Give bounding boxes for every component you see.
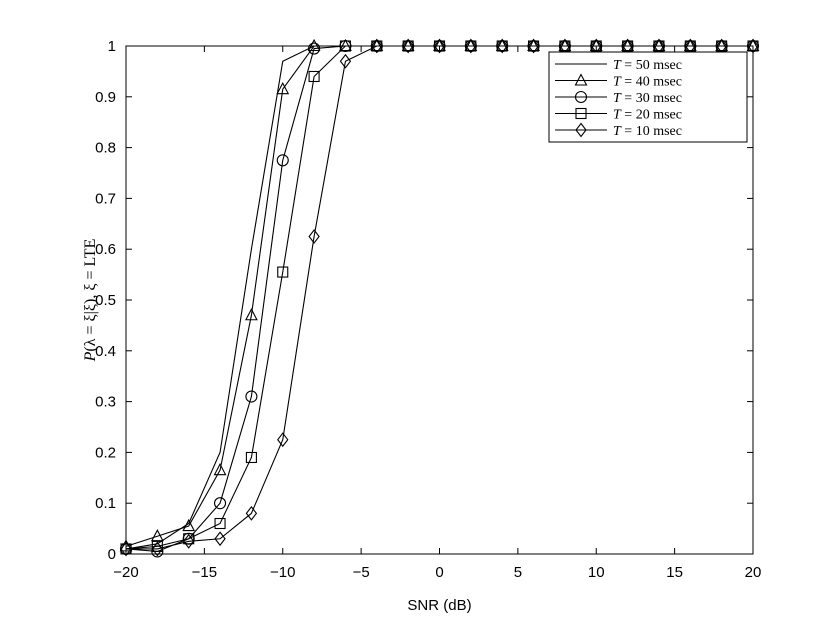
triangle-marker (150, 529, 164, 542)
y-tick-label: 0.4 (95, 343, 116, 360)
x-tick-label: 10 (588, 564, 605, 581)
legend-label: T = 20 msec (613, 108, 682, 123)
square-marker (575, 107, 587, 120)
y-tick-label: 1 (108, 38, 116, 55)
square-marker (214, 517, 226, 530)
triangle-marker (276, 81, 290, 95)
x-tick-label: 15 (666, 564, 683, 581)
diamond-marker (575, 122, 587, 138)
circle-marker (308, 42, 321, 55)
legend-item-2: T = 40 msec (555, 73, 682, 90)
diamond-marker (527, 38, 540, 54)
diamond-marker (339, 53, 352, 69)
legend-label-text: = 30 msec (621, 91, 682, 106)
diamond-marker (308, 229, 320, 244)
legend-label-text: = 10 msec (621, 124, 682, 139)
circle-marker (214, 497, 227, 510)
x-tick-label: 20 (745, 564, 762, 581)
square-marker (308, 70, 320, 83)
square-marker (245, 451, 257, 464)
triangle-marker (213, 462, 227, 476)
legend-item-1: T = 50 msec (555, 58, 682, 73)
square-marker (151, 540, 163, 552)
x-tick-label: −5 (353, 564, 370, 581)
y-tick-label: 0.5 (95, 292, 116, 309)
legend-label: T = 50 msec (613, 58, 682, 73)
legend-label-var: T (613, 108, 622, 123)
circle-marker (574, 90, 588, 104)
square-marker (277, 266, 289, 278)
legend-item-4: T = 20 msec (555, 108, 682, 123)
circle-marker (276, 154, 289, 167)
x-tick-label: −10 (270, 564, 295, 581)
diamond-marker (183, 533, 195, 549)
y-tick-label: 0.6 (95, 241, 116, 258)
legend-item-5: T = 10 msec (555, 122, 682, 139)
triangle-marker (244, 308, 258, 321)
legend-label-text: = 40 msec (621, 75, 682, 90)
diamond-marker (120, 541, 132, 557)
legend-label-text: = 20 msec (621, 108, 682, 123)
circle-marker (245, 390, 258, 403)
x-tick-label: −15 (192, 564, 217, 581)
diamond-marker (214, 531, 226, 547)
diamond-marker (402, 38, 414, 54)
y-tick-label: 0.3 (95, 394, 116, 411)
axis-ticks: −20 −15 −10 −5 0 5 10 15 20 0 0.1 0.2 0.3 0.4 0.5 0.6 0.… (95, 38, 761, 581)
legend-label-text: = 50 msec (621, 58, 682, 73)
y-tick-label: 0.1 (95, 495, 116, 512)
y-axis-label: P(λ = ξ|ξ), ξ = LTE (82, 239, 99, 363)
legend-label-var: T (613, 124, 622, 139)
diamond-marker (496, 38, 508, 54)
x-axis-label: SNR (dB) (407, 597, 471, 614)
square-marker (183, 533, 195, 545)
diamond-marker (151, 541, 164, 557)
legend-label-var: T (613, 58, 622, 73)
y-tick-label: 0.7 (95, 190, 116, 207)
diamond-marker (277, 432, 289, 448)
legend-label: T = 30 msec (613, 91, 682, 106)
legend-label: T = 10 msec (613, 124, 682, 139)
diamond-marker (433, 38, 446, 54)
legend-label-var: T (613, 91, 622, 106)
diamond-marker (371, 38, 383, 54)
triangle-marker (182, 518, 196, 532)
y-tick-label: 0 (108, 546, 116, 563)
x-tick-label: 0 (435, 564, 443, 581)
y-tick-label: 0.8 (95, 140, 116, 157)
diamond-marker (245, 505, 258, 521)
legend-label-var: T (613, 75, 622, 90)
y-tick-label: 0.9 (95, 89, 116, 106)
x-tick-label: −20 (113, 564, 138, 581)
legend-label: T = 40 msec (613, 75, 682, 90)
diamond-marker (465, 38, 477, 54)
triangle-marker (574, 73, 588, 86)
y-tick-label: 0.2 (95, 444, 116, 461)
legend-item-3: T = 30 msec (555, 90, 682, 106)
x-tick-label: 5 (514, 564, 522, 581)
